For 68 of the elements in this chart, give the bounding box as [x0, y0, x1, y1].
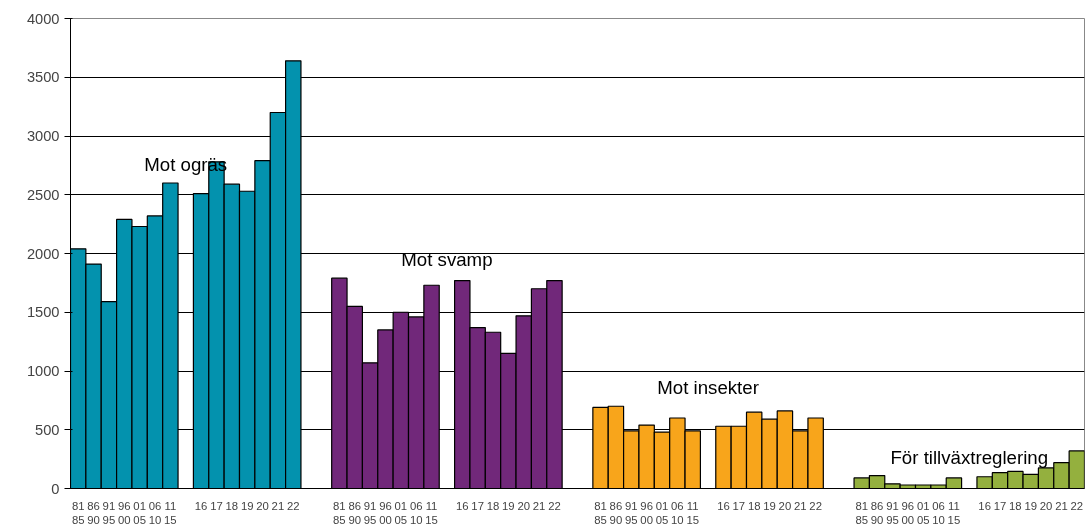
x-tick-label: 19: [1024, 499, 1038, 512]
y-tick-label: 3500: [26, 69, 60, 86]
x-tick-label: 01 05: [916, 499, 930, 526]
x-tick-label: 11 15: [425, 499, 438, 526]
x-tick-label: 11 15: [947, 499, 961, 526]
x-tick-label: 86 90: [348, 499, 362, 526]
x-tick-label: 16: [455, 499, 469, 512]
x-tick-label: 96 00: [379, 499, 392, 526]
x-tick-label: 19: [502, 499, 515, 512]
x-tick-label: 22: [809, 499, 822, 512]
x-tick-label: 21: [1055, 499, 1068, 512]
y-tick-label: 3000: [26, 128, 60, 144]
x-tick-label: 18: [225, 499, 239, 512]
x-tick-label: 81 85: [333, 499, 346, 526]
x-tick-label: 01 05: [394, 499, 408, 526]
x-tick-label: 81 85: [71, 499, 85, 526]
y-tick-label: 1500: [26, 304, 60, 321]
x-tick-label: 11 15: [164, 499, 177, 526]
x-tick-label: 01 05: [133, 499, 146, 526]
y-tick-label: 500: [35, 421, 60, 438]
x-tick-label: 91 95: [886, 499, 899, 526]
y-tick-label: 4000: [26, 10, 60, 27]
x-tick-label: 16: [978, 499, 991, 512]
x-tick-label: 20: [517, 499, 531, 512]
x-tick-label: 91 95: [624, 499, 638, 526]
x-tick-label: 01 05: [655, 499, 669, 526]
series-label: Mot svamp: [401, 249, 493, 271]
x-tick-label: 21: [793, 499, 807, 512]
x-tick-label: 81 85: [594, 499, 607, 526]
x-tick-label: 22: [1070, 499, 1084, 512]
x-tick-label: 16: [717, 499, 730, 512]
x-tick-label: 11 15: [686, 499, 700, 526]
x-tick-label: 06 10: [148, 499, 162, 526]
x-tick-label: 96 00: [640, 499, 653, 526]
x-tick-label: 22: [286, 499, 300, 512]
x-tick-label: 91 95: [102, 499, 116, 526]
y-tick-label: 1000: [26, 363, 60, 379]
x-tick-label: 86 90: [87, 499, 100, 526]
x-tick-label: 86 90: [609, 499, 623, 526]
x-tick-label: 18: [747, 499, 761, 512]
x-tick-label: 18: [1009, 499, 1022, 512]
x-tick-label: 06 10: [671, 499, 684, 526]
x-tick-label: 17: [732, 499, 746, 512]
x-tick-label: 96 00: [117, 499, 131, 526]
series-label: För tillväxtreglering: [890, 446, 1049, 468]
x-tick-label: 16: [194, 499, 208, 512]
y-tick-label: 2000: [26, 245, 60, 262]
x-tick-label: 20: [256, 499, 269, 512]
x-tick-label: 86 90: [870, 499, 884, 526]
x-tick-label: 96 00: [901, 499, 915, 526]
x-tick-label: 21: [532, 499, 546, 512]
x-tick-label: 22: [548, 499, 561, 512]
x-tick-label: 20: [778, 499, 792, 512]
x-tick-label: 06 10: [932, 499, 945, 526]
x-tick-label: 91 95: [363, 499, 377, 526]
series-label: Mot insekter: [657, 377, 759, 399]
x-tick-label: 06 10: [409, 499, 423, 526]
x-tick-label: 17: [471, 499, 484, 512]
y-tick-label: 2500: [26, 186, 60, 203]
y-tick-label: 0: [51, 480, 60, 497]
x-tick-label: 21: [271, 499, 285, 512]
x-tick-label: 18: [486, 499, 500, 512]
x-tick-label: 17: [210, 499, 223, 512]
x-tick-label: 20: [1039, 499, 1053, 512]
x-tick-label: 17: [993, 499, 1007, 512]
x-tick-label: 19: [763, 499, 776, 512]
x-tick-label: 19: [240, 499, 254, 512]
x-tick-label: 81 85: [855, 499, 869, 526]
